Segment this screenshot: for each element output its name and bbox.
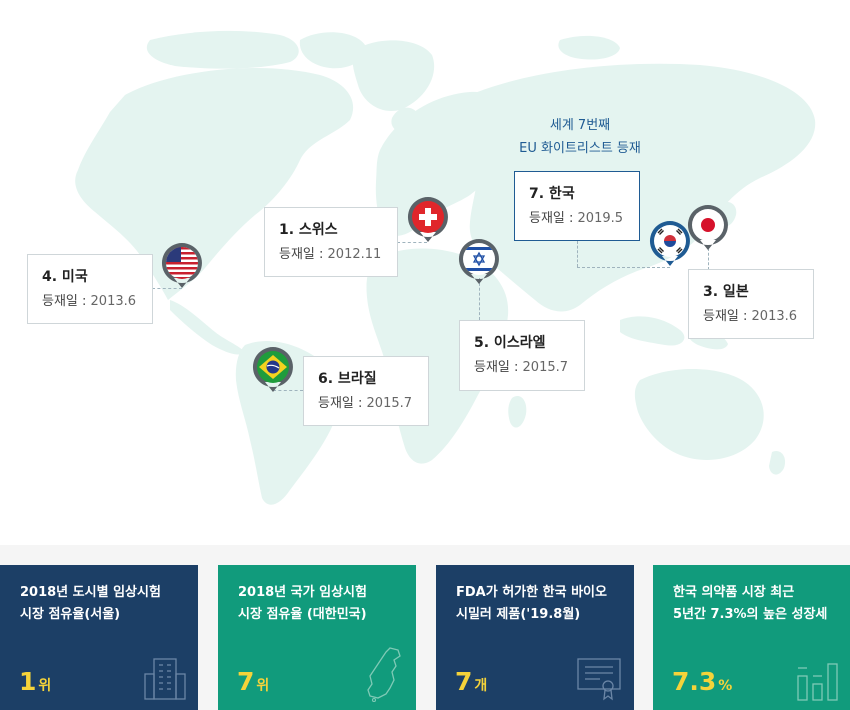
world-map: 세계 7번째 EU 화이트리스트 등재 1. 스위스 등재일 : 2012.11… <box>27 30 816 505</box>
country-date: 등재일 : 2013.6 <box>703 309 798 324</box>
usa-leader-line <box>152 288 182 289</box>
country-date: 등재일 : 2015.7 <box>474 360 569 375</box>
brazil-leader-line <box>273 390 303 391</box>
country-date: 등재일 : 2012.11 <box>279 247 382 262</box>
bar-chart-icon <box>797 663 838 701</box>
building-icon <box>144 658 186 700</box>
country-name: 4. 미국 <box>42 269 88 285</box>
israel-flag-icon <box>458 239 499 284</box>
certificate-icon <box>577 658 621 701</box>
eu-whitelist-note: 세계 7번째 EU 화이트리스트 등재 <box>500 114 660 160</box>
stat-value: 7.3% <box>672 667 733 696</box>
stat-title: 한국 의약품 시장 최근 5년간 7.3%의 높은 성장세 <box>673 585 828 622</box>
country-name: 6. 브라질 <box>318 371 377 387</box>
eu-note-line2: EU 화이트리스트 등재 <box>519 141 641 156</box>
stat-title: 2018년 도시별 임상시험 시장 점유율(서울) <box>20 585 161 622</box>
country-card-switzerland: 1. 스위스 등재일 : 2012.11 <box>264 207 398 277</box>
country-date: 등재일 : 2013.6 <box>42 294 137 309</box>
korea-map-icon <box>367 647 401 702</box>
stat-card-growth: 한국 의약품 시장 최근 5년간 7.3%의 높은 성장세 7.3% <box>653 565 850 710</box>
country-date: 등재일 : 2019.5 <box>529 211 624 226</box>
usa-flag-icon <box>161 243 202 288</box>
country-card-israel: 5. 이스라엘 등재일 : 2015.7 <box>459 320 585 391</box>
country-name: 5. 이스라엘 <box>474 335 546 351</box>
country-date: 등재일 : 2015.7 <box>318 396 413 411</box>
japan-flag-icon <box>687 205 728 250</box>
switzerland-flag-icon <box>407 197 448 242</box>
japan-leader-line <box>708 248 709 270</box>
israel-leader-line <box>479 278 480 320</box>
korea-leader-line-v <box>577 241 578 267</box>
country-name: 1. 스위스 <box>279 222 338 238</box>
country-card-usa: 4. 미국 등재일 : 2013.6 <box>27 254 153 324</box>
stat-title: 2018년 국가 임상시험 시장 점유율 (대한민국) <box>238 585 367 622</box>
switzerland-leader-line <box>397 242 427 243</box>
country-card-japan: 3. 일본 등재일 : 2013.6 <box>688 269 814 339</box>
korea-flag-icon <box>649 221 690 266</box>
stat-title: FDA가 허가한 한국 바이오 시밀러 제품('19.8월) <box>456 585 607 622</box>
country-card-korea: 7. 한국 등재일 : 2019.5 <box>514 171 640 241</box>
eu-note-line1: 세계 7번째 <box>549 118 611 133</box>
country-card-brazil: 6. 브라질 등재일 : 2015.7 <box>303 356 429 426</box>
country-name: 7. 한국 <box>529 186 575 202</box>
country-name: 3. 일본 <box>703 284 749 300</box>
korea-leader-line-h <box>577 267 670 268</box>
brazil-flag-icon <box>252 347 293 392</box>
